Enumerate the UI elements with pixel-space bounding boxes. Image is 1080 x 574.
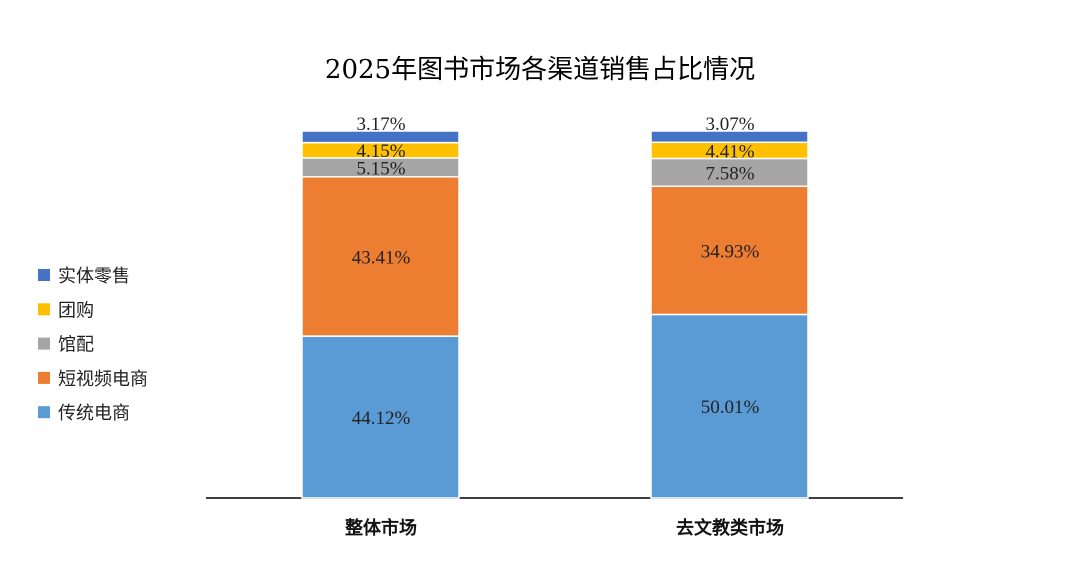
- data-label: 4.15%: [356, 141, 405, 162]
- bar-segment: [650, 130, 809, 144]
- legend-label: 实体零售: [58, 266, 130, 287]
- legend-label: 短视频电商: [58, 369, 148, 390]
- legend-swatch: [38, 269, 50, 281]
- category-label: 去文教类市场: [676, 517, 784, 539]
- bar-segment: [301, 176, 460, 337]
- category-label: 整体市场: [344, 517, 417, 539]
- legend-label: 团购: [58, 300, 94, 321]
- chart-title: 2025年图书市场各渠道销售占比情况: [325, 55, 755, 85]
- data-label: 7.58%: [705, 163, 754, 184]
- data-label: 3.17%: [356, 114, 405, 135]
- legend-swatch: [38, 337, 50, 350]
- legend-item: 实体零售: [38, 266, 130, 287]
- legend-item: 短视频电商: [38, 369, 148, 390]
- legend-swatch: [38, 303, 50, 316]
- bar-segment: [301, 130, 460, 144]
- legend-swatch: [38, 371, 50, 384]
- bar-segment: [650, 185, 809, 316]
- data-label: 50.01%: [701, 397, 760, 418]
- legend-item: 馆配: [38, 335, 94, 356]
- legend-label: 传统电商: [58, 403, 130, 424]
- legend-item: 传统电商: [38, 403, 130, 424]
- bar-segment: [301, 335, 460, 499]
- data-label: 43.41%: [352, 247, 411, 268]
- legend-item: 团购: [38, 300, 94, 321]
- data-label: 4.41%: [705, 141, 754, 162]
- data-label: 5.15%: [356, 158, 405, 179]
- bar-segment: [650, 157, 809, 188]
- legend-swatch: [38, 406, 50, 419]
- legend-label: 馆配: [58, 335, 94, 356]
- data-label: 44.12%: [352, 408, 411, 429]
- data-label: 3.07%: [705, 114, 754, 135]
- data-label: 34.93%: [701, 241, 760, 262]
